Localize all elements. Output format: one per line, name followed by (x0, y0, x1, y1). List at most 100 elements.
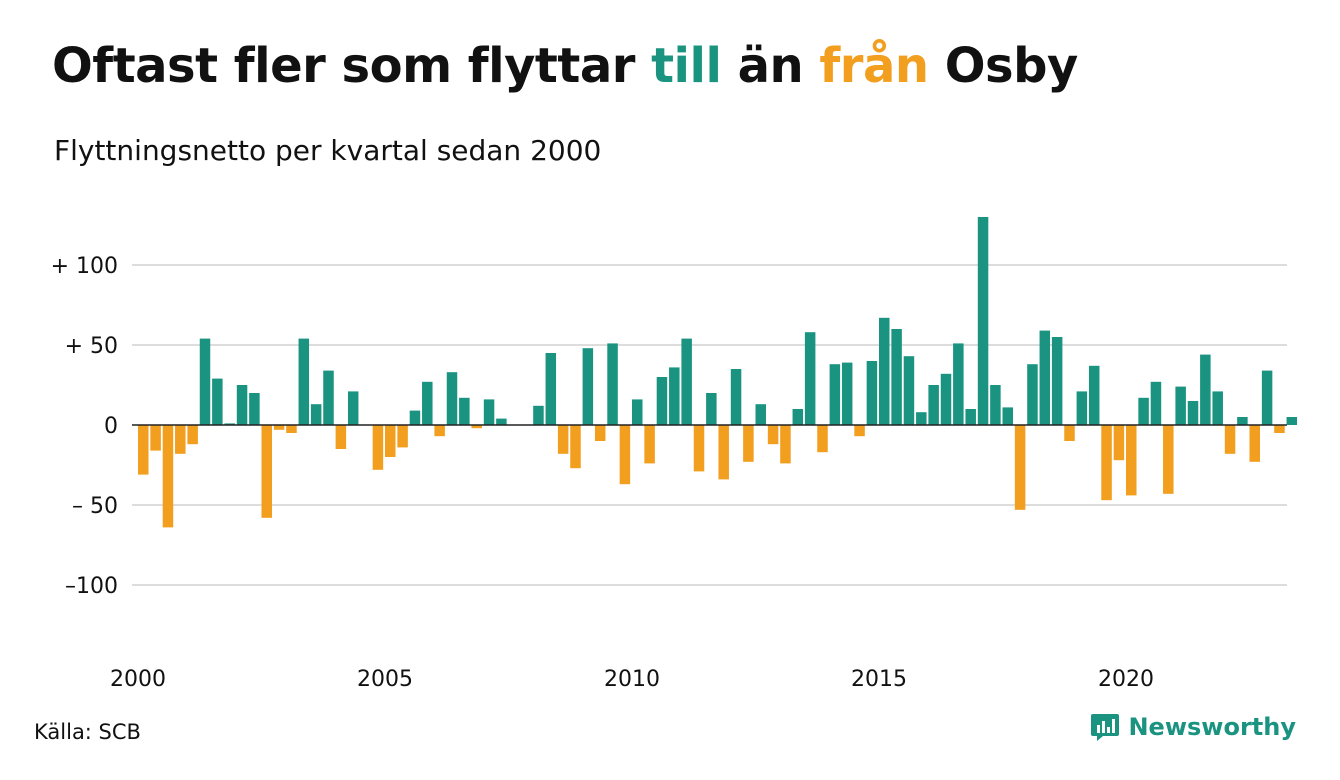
title-part-till: till (651, 38, 722, 94)
bar (879, 317, 890, 425)
bar (187, 425, 198, 445)
bar (965, 409, 976, 425)
title-part-3: än (721, 38, 820, 94)
bar (162, 425, 174, 528)
x-axis-labels: 2000 2005 2010 2015 2020 (110, 667, 1154, 692)
bar (1027, 364, 1038, 425)
bar (730, 369, 742, 425)
x-tick-label: 2010 (604, 667, 660, 692)
bar (1286, 417, 1298, 425)
bar (409, 410, 421, 425)
bar (397, 425, 408, 448)
bar (372, 425, 384, 470)
bar (1150, 381, 1162, 425)
bar (804, 332, 816, 425)
bar (150, 425, 161, 451)
bar (644, 425, 655, 464)
bar (347, 391, 359, 425)
chart-title: Oftast fler som flyttar till än från Osb… (52, 38, 1078, 94)
bar (903, 356, 915, 425)
brand-logo: Newsworthy (1090, 712, 1296, 742)
x-tick-label: 2015 (851, 667, 907, 692)
bar (1088, 365, 1100, 425)
bar (483, 399, 495, 425)
bar (199, 338, 211, 425)
bar (669, 367, 680, 425)
y-tick-label: + 50 (65, 334, 118, 359)
bar (1051, 337, 1063, 425)
bar (1261, 370, 1273, 425)
bar (138, 425, 149, 475)
bar (780, 425, 791, 464)
bar (1138, 397, 1149, 425)
bar (446, 372, 458, 425)
bar (545, 353, 557, 425)
bar (829, 364, 841, 425)
bar (224, 423, 235, 425)
bar (236, 385, 248, 425)
bar (261, 425, 272, 518)
bar (1076, 391, 1088, 425)
chart-bubble-icon (1091, 714, 1120, 741)
bar (1187, 401, 1199, 425)
bar (632, 399, 643, 425)
bar (977, 217, 989, 425)
bar (1101, 425, 1112, 501)
bar (434, 425, 445, 437)
bar (1126, 425, 1137, 496)
bar (928, 385, 939, 425)
bar (1163, 425, 1174, 494)
bar (619, 425, 631, 485)
bar (891, 329, 902, 425)
bar (1274, 425, 1285, 433)
bar (681, 338, 692, 425)
bar (940, 373, 952, 425)
bar (496, 418, 507, 425)
bar (767, 425, 779, 445)
title-part-1: Oftast fler som flyttar (52, 38, 652, 94)
y-tick-label: – 50 (72, 494, 118, 519)
bar (817, 425, 828, 453)
bar (310, 404, 322, 425)
chart-subtitle: Flyttningsnetto per kvartal sedan 2000 (54, 134, 602, 167)
x-tick-label: 2000 (110, 667, 166, 692)
y-axis-labels: + 100 + 50 0 – 50 –100 (51, 254, 118, 599)
bar (1212, 391, 1223, 425)
y-tick-label: 0 (104, 414, 118, 439)
bar (557, 425, 569, 454)
bar (953, 343, 964, 425)
bar (718, 425, 729, 480)
bar (422, 381, 433, 425)
title-part-fran: från (819, 38, 929, 94)
bar (459, 397, 470, 425)
bar (1014, 425, 1026, 510)
source-note: Källa: SCB (34, 720, 141, 744)
bar (916, 412, 927, 425)
bar (1039, 330, 1051, 425)
bar (792, 409, 804, 425)
bar (743, 425, 754, 462)
bar (298, 338, 310, 425)
bar (249, 393, 260, 425)
bar (335, 425, 347, 449)
bar (533, 405, 544, 425)
y-tick-label: –100 (65, 574, 118, 599)
y-tick-label: + 100 (51, 254, 118, 279)
bar (471, 425, 482, 429)
bar (1237, 417, 1248, 425)
bar (1200, 354, 1211, 425)
bar (273, 425, 285, 430)
bar (582, 348, 594, 425)
bar (866, 361, 878, 425)
bar (1002, 407, 1013, 425)
bar (1113, 425, 1125, 461)
bar (286, 425, 297, 433)
bar (1175, 386, 1186, 425)
title-part-5: Osby (928, 38, 1079, 94)
bar (990, 385, 1001, 425)
x-tick-label: 2005 (357, 667, 413, 692)
bar (385, 425, 396, 457)
bar (212, 378, 223, 425)
x-tick-label: 2020 (1098, 667, 1154, 692)
